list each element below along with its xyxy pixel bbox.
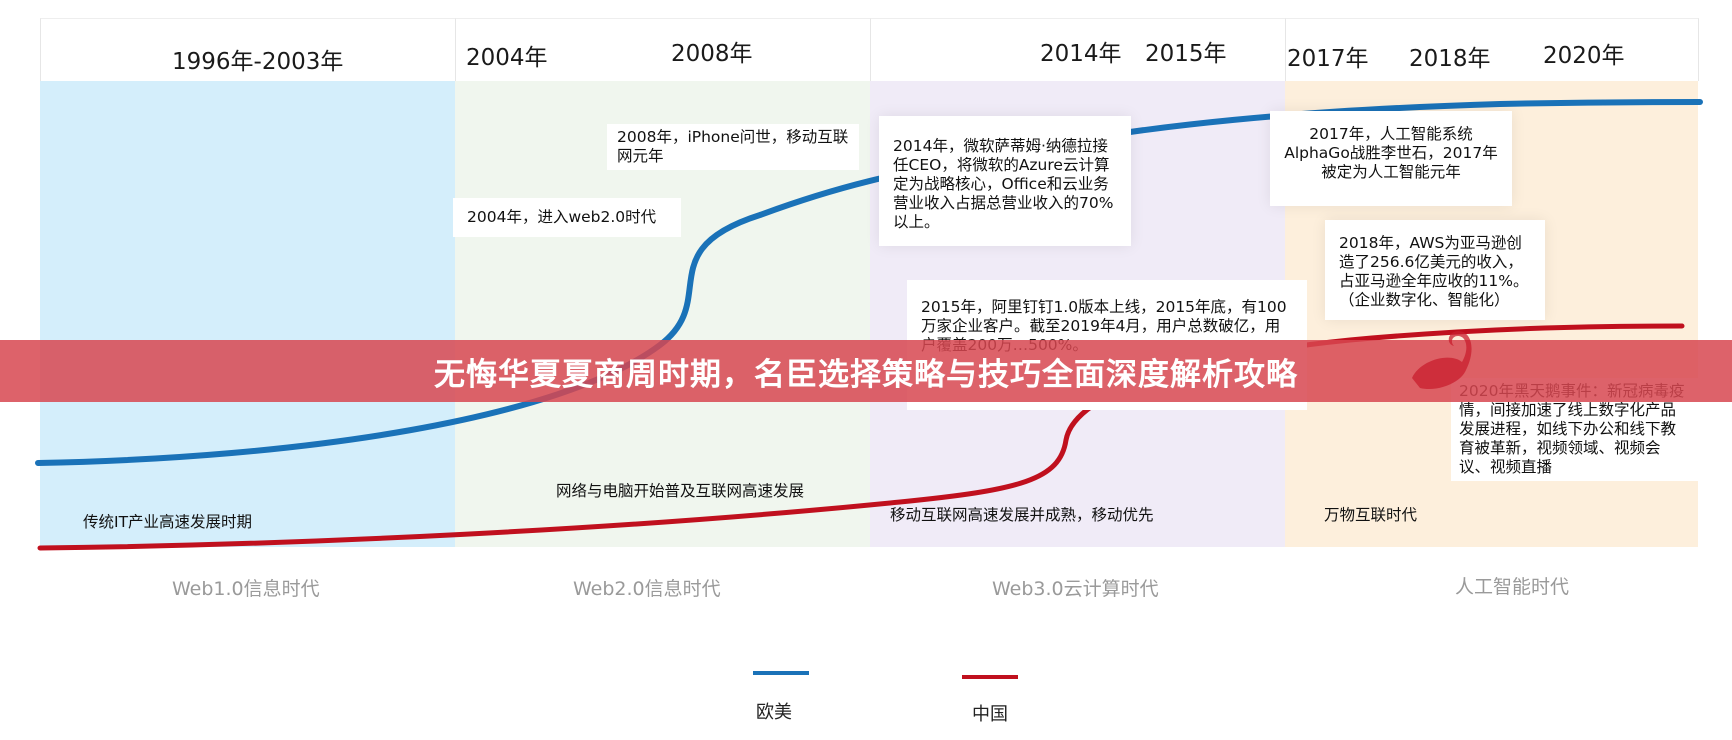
- year-header-ai: [1285, 18, 1699, 81]
- year-header-web2: [455, 18, 871, 81]
- period-band-web1: [40, 80, 455, 547]
- banner-title: 无悔华夏夏商周时期，名臣选择策略与技巧全面深度解析攻略: [434, 356, 1298, 393]
- legend-label-western: 欧美: [756, 702, 792, 723]
- legend-label-china: 中国: [972, 704, 1008, 725]
- year-label: 2020年: [1543, 43, 1625, 69]
- year-header-web1: [40, 18, 456, 81]
- note-2017-alphago: 2017年，人工智能系统AlphaGo战胜李世石，2017年被定为人工智能元年: [1270, 111, 1512, 206]
- note-2004-web2: 2004年，进入web2.0时代: [453, 198, 681, 237]
- year-label: 2015年: [1145, 41, 1227, 67]
- year-label: 2008年: [671, 41, 753, 67]
- year-label: 2014年: [1040, 41, 1122, 67]
- year-label: 2018年: [1409, 46, 1491, 72]
- note-2008-iphone: 2008年，iPhone问世，移动互联网元年: [607, 124, 859, 170]
- era-description: 移动互联网高速发展并成熟，移动优先: [890, 506, 1154, 524]
- curve-western: [35, 99, 1703, 466]
- title-banner: 无悔华夏夏商周时期，名臣选择策略与技巧全面深度解析攻略: [0, 340, 1732, 402]
- era-name: Web2.0信息时代: [573, 578, 721, 600]
- era-name: Web1.0信息时代: [172, 578, 320, 600]
- era-description: 传统IT产业高速发展时期: [83, 513, 253, 531]
- year-header-web3: [870, 18, 1286, 81]
- note-2018-aws: 2018年，AWS为亚马逊创造了256.6亿美元的收入，占亚马逊全年应收的11%…: [1325, 220, 1545, 320]
- year-label: 1996年-2003年: [172, 49, 344, 75]
- year-label: 2004年: [466, 45, 548, 71]
- year-label: 2017年: [1287, 46, 1369, 72]
- legend-swatch-china: [962, 675, 1018, 679]
- era-description: 万物互联时代: [1324, 506, 1418, 524]
- era-name: 人工智能时代: [1455, 576, 1570, 598]
- era-description: 网络与电脑开始普及互联网高速发展: [556, 482, 805, 500]
- note-2014-microsoft: 2014年，微软萨蒂姆·纳德拉接任CEO，将微软的Azure云计算定为战略核心，…: [879, 116, 1131, 246]
- era-name: Web3.0云计算时代: [992, 578, 1159, 600]
- legend-swatch-western: [753, 671, 809, 675]
